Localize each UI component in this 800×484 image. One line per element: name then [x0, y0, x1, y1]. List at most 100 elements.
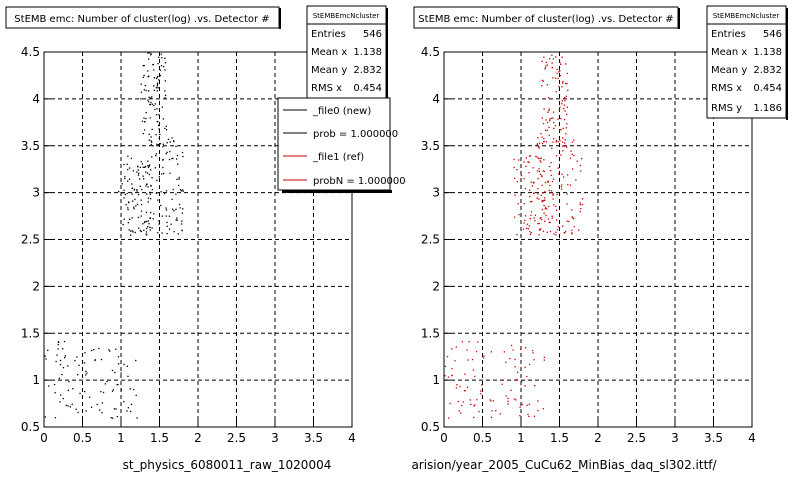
scatter-point: [515, 399, 517, 401]
scatter-point: [526, 223, 528, 225]
y-tick-label: 4: [32, 92, 40, 106]
scatter-point: [176, 217, 178, 219]
scatter-point: [573, 225, 576, 228]
scatter-point: [462, 401, 465, 403]
x-tick-label: 1: [117, 431, 125, 445]
scatter-point: [60, 394, 62, 396]
scatter-point: [159, 69, 162, 71]
scatter-point: [150, 197, 152, 200]
scatter-point: [147, 225, 149, 228]
scatter-point: [145, 231, 148, 233]
scatter-point: [564, 118, 566, 121]
scatter-point: [169, 172, 171, 175]
scatter-point: [526, 404, 528, 406]
scatter-point: [55, 360, 57, 363]
scatter-point: [161, 57, 163, 59]
stats-value-rms-x: 0.454: [353, 83, 382, 94]
scatter-point: [449, 402, 451, 405]
scatter-point: [148, 164, 151, 166]
scatter-point: [131, 230, 133, 232]
scatter-point: [566, 123, 568, 125]
scatter-point: [161, 232, 163, 234]
scatter-point: [117, 363, 120, 365]
scatter-point: [148, 96, 150, 99]
scatter-point: [173, 210, 175, 212]
scatter-point: [101, 402, 104, 404]
scatter-point: [116, 415, 118, 418]
scatter-point: [133, 208, 135, 210]
scatter-point: [168, 215, 171, 217]
scatter-point: [555, 91, 557, 93]
scatter-point: [127, 168, 129, 171]
scatter-point: [164, 57, 166, 60]
scatter-point: [565, 63, 567, 65]
scatter-point: [543, 108, 545, 110]
scatter-point: [181, 223, 183, 225]
scatter-point: [536, 143, 539, 145]
stats-value-mean-y: 2.832: [753, 65, 782, 76]
scatter-point: [176, 178, 178, 180]
scatter-point: [550, 162, 552, 164]
scatter-point: [538, 198, 540, 200]
scatter-point: [159, 143, 162, 145]
scatter-point: [520, 174, 523, 177]
scatter-point: [516, 234, 518, 236]
x-tick-label: 4: [748, 431, 756, 445]
scatter-point: [528, 155, 531, 157]
scatter-point: [519, 406, 521, 408]
scatter-point: [150, 185, 152, 187]
scatter-point: [516, 371, 519, 373]
scatter-point: [543, 140, 545, 143]
scatter-point: [149, 229, 151, 231]
scatter-point: [135, 359, 137, 362]
scatter-point: [127, 375, 129, 377]
scatter-point: [153, 69, 155, 71]
scatter-point: [160, 191, 162, 193]
scatter-point: [553, 121, 555, 124]
scatter-point: [150, 143, 152, 146]
scatter-point: [566, 72, 568, 75]
scatter-point: [552, 77, 554, 79]
scatter-point: [533, 415, 536, 417]
x-tick-label: 1.5: [150, 431, 169, 445]
scatter-point: [471, 358, 474, 361]
scatter-point: [132, 231, 134, 233]
scatter-point: [123, 189, 125, 192]
scatter-point: [557, 77, 559, 80]
scatter-point: [562, 80, 564, 83]
scatter-point: [492, 400, 494, 402]
scatter-point: [527, 161, 529, 163]
scatter-point: [558, 71, 560, 73]
scatter-point: [180, 190, 182, 192]
scatter-point: [560, 186, 563, 188]
scatter-point: [136, 189, 138, 191]
scatter-point: [156, 179, 158, 182]
scatter-point: [537, 222, 539, 225]
scatter-point: [513, 158, 515, 161]
scatter-point: [150, 97, 152, 99]
scatter-point: [182, 155, 184, 158]
scatter-point: [120, 372, 122, 374]
scatter-point: [552, 193, 554, 195]
scatter-point: [472, 369, 475, 371]
scatter-point: [176, 158, 178, 160]
scatter-point: [558, 85, 560, 88]
y-tick-label: 4: [432, 92, 440, 106]
y-tick-label: 2.5: [21, 233, 40, 247]
scatter-point: [503, 351, 505, 353]
scatter-point: [537, 410, 539, 412]
scatter-point: [555, 231, 557, 233]
scatter-point: [154, 167, 156, 169]
scatter-point: [537, 157, 540, 160]
scatter-point: [129, 388, 131, 390]
scatter-point: [158, 123, 161, 125]
scatter-point: [547, 181, 549, 183]
scatter-points: [444, 54, 584, 419]
scatter-point: [148, 139, 150, 141]
scatter-point: [142, 223, 144, 225]
scatter-point: [543, 170, 546, 173]
scatter-point: [514, 358, 516, 361]
scatter-point: [505, 395, 507, 397]
scatter-point: [524, 187, 527, 190]
scatter-point: [444, 365, 447, 368]
